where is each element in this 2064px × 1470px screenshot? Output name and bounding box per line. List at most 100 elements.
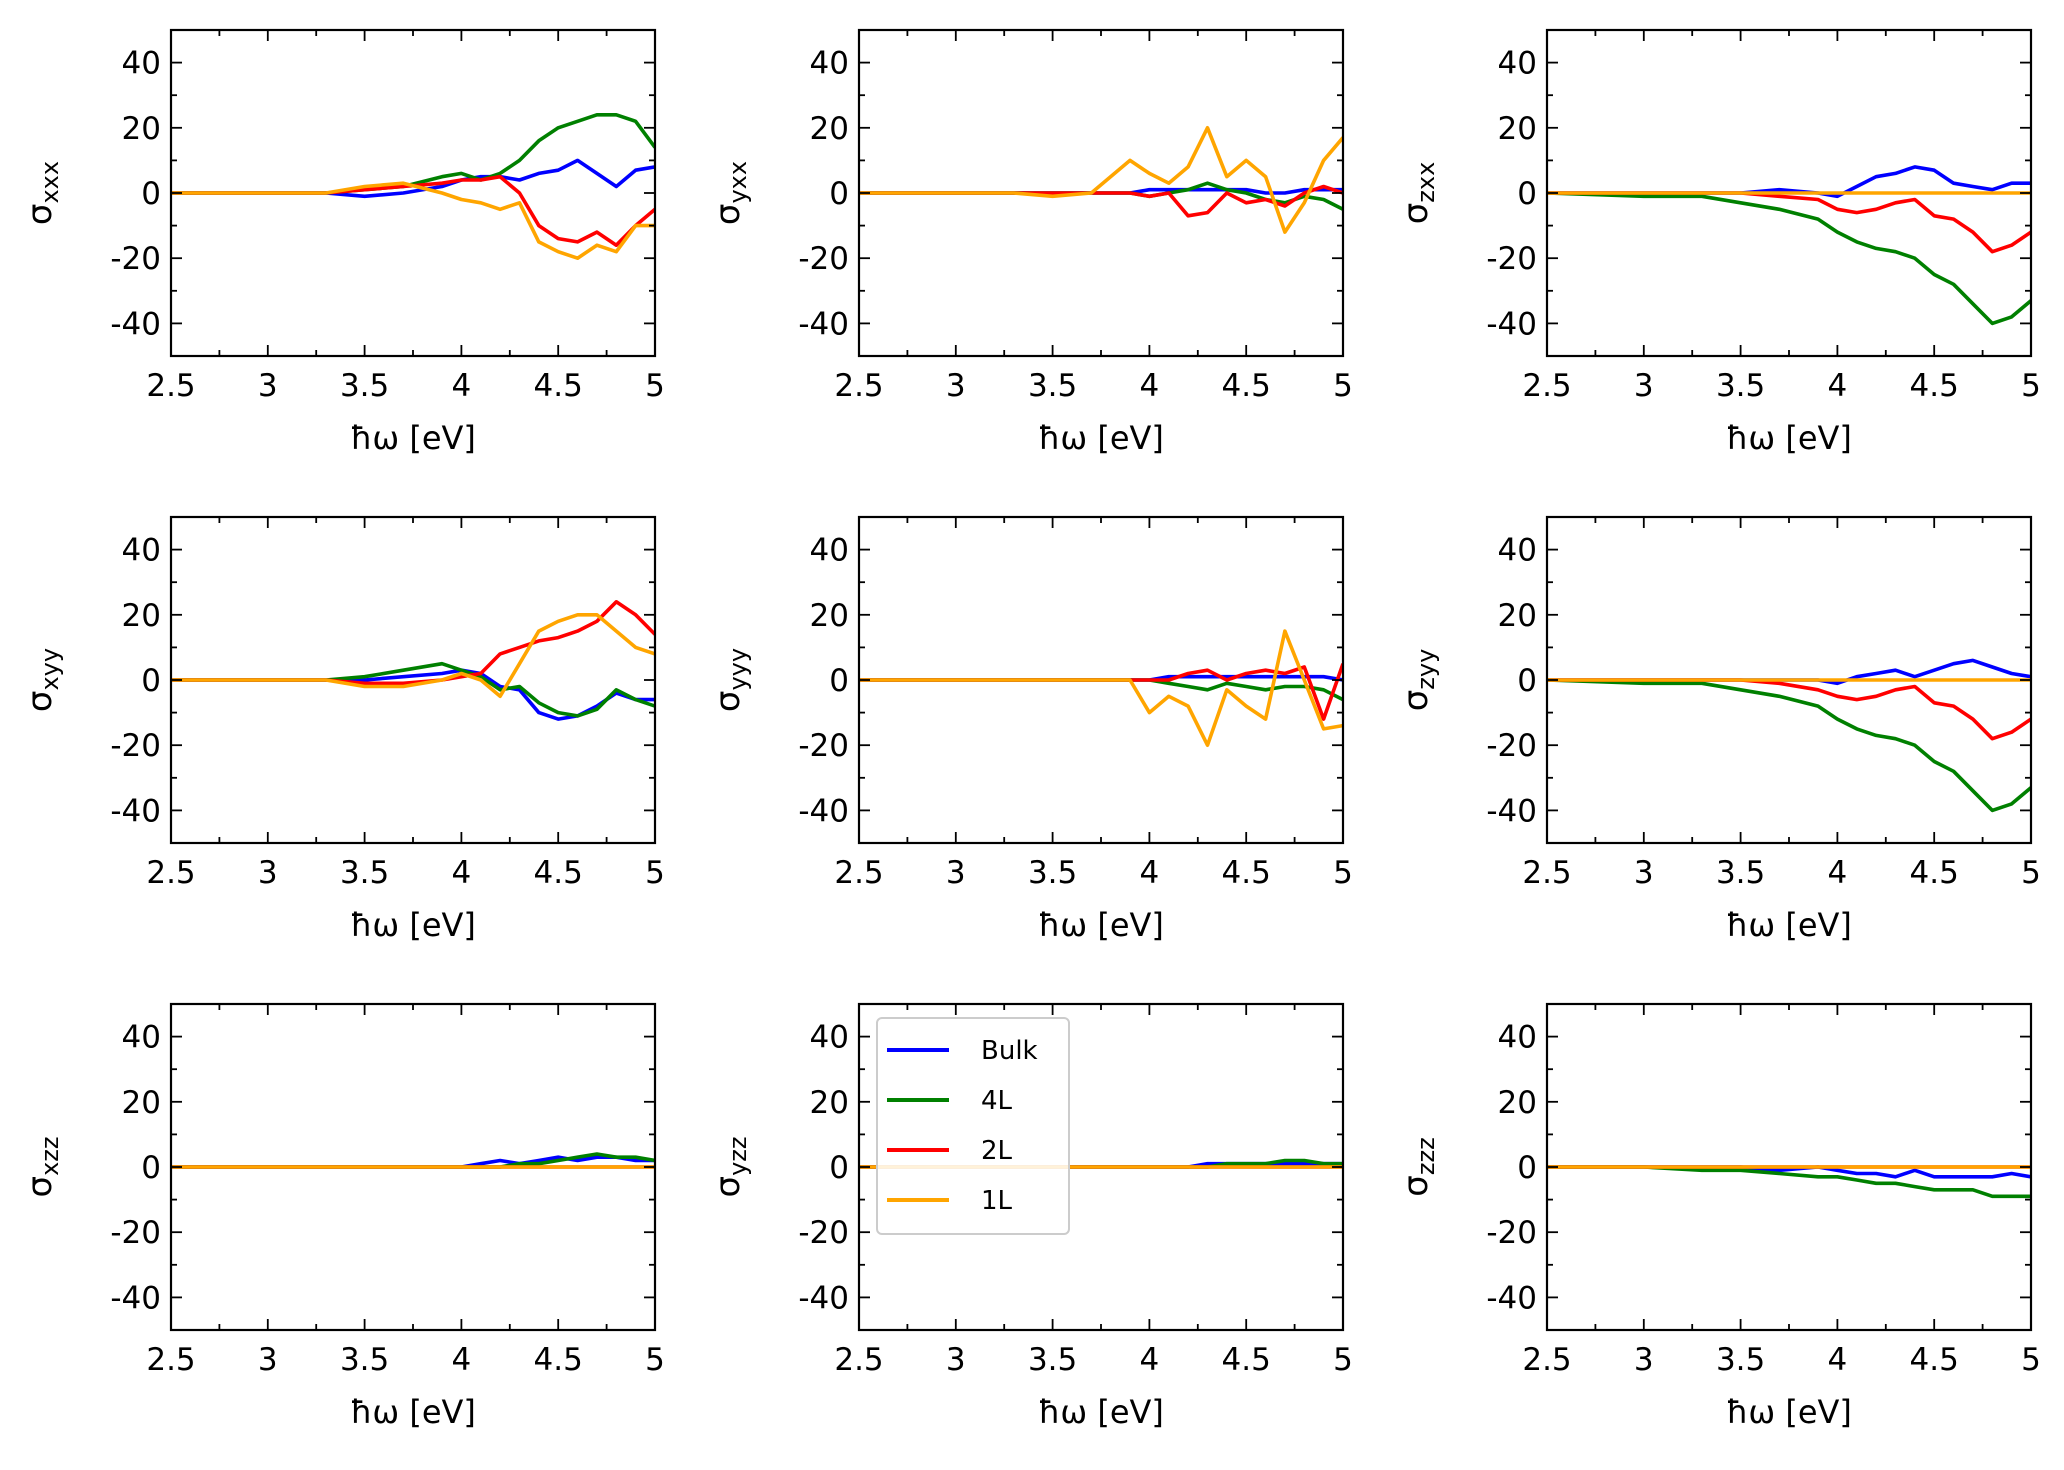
x-axis-label: ħω [eV] (350, 906, 476, 944)
x-tick-label: 3.5 (340, 368, 389, 404)
x-axis-label: ħω [eV] (350, 1393, 476, 1431)
y-tick-label: 20 (122, 1085, 161, 1121)
y-tick-label: -20 (798, 728, 849, 764)
y-axis-label: σzxx (1396, 162, 1440, 225)
legend-label-bulk: Bulk (981, 1036, 1038, 1066)
x-tick-label: 5 (2021, 368, 2041, 404)
x-tick-label: 3 (946, 368, 966, 404)
y-tick-label: 0 (1517, 1150, 1537, 1186)
y-tick-label: -40 (110, 793, 161, 829)
y-tick-label: 20 (810, 598, 849, 634)
y-axis-label: σxxx (20, 161, 64, 225)
series-line-1l (859, 126, 1343, 234)
y-tick-label: 20 (122, 111, 161, 147)
x-tick-label: 4 (1140, 855, 1160, 891)
y-axis-label-symbol: σ (20, 204, 60, 226)
x-tick-label: 4.5 (534, 855, 583, 891)
y-axis-label-subscript: zzz (1412, 1137, 1440, 1175)
x-axis-label: ħω [eV] (1726, 906, 1852, 944)
x-tick-label: 2.5 (1522, 368, 1571, 404)
subplot-yxx: 2.5 3 3.5 4 4.5 5 -40 -20 0 20 40 ħω [eV] σyxx (708, 28, 1353, 457)
y-axis-label-subscript: zyy (1412, 649, 1440, 690)
series-line-2l (171, 600, 655, 686)
y-tick-label: 40 (810, 46, 849, 82)
y-axis-label: σzzz (1396, 1137, 1440, 1196)
y-tick-label: 0 (141, 176, 161, 212)
x-tick-label: 5 (2021, 855, 2041, 891)
series-line-1l (171, 181, 655, 260)
y-axis-label-symbol: σ (708, 691, 748, 713)
y-tick-label: 0 (829, 1150, 849, 1186)
x-tick-label: 3.5 (1028, 855, 1077, 891)
y-tick-label: 40 (122, 533, 161, 569)
series-line-4l (1547, 678, 2031, 813)
x-tick-label: 3 (258, 855, 278, 891)
x-axis-label: ħω [eV] (350, 419, 476, 457)
x-tick-label: 3.5 (1716, 368, 1765, 404)
x-tick-label: 4 (1140, 1342, 1160, 1378)
series-line-bulk (171, 668, 655, 721)
x-tick-label: 4.5 (534, 368, 583, 404)
legend-box (876, 1017, 1070, 1235)
y-tick-label: 40 (122, 1020, 161, 1056)
x-tick-label: 2.5 (1522, 855, 1571, 891)
subplot-zzz: 2.5 3 3.5 4 4.5 5 -40 -20 0 20 40 ħω [eV] σzzz (1396, 1002, 2041, 1431)
y-tick-label: -40 (110, 1280, 161, 1316)
x-tick-label: 4 (452, 855, 472, 891)
x-tick-label: 2.5 (1522, 1342, 1571, 1378)
series-line-1l (171, 613, 655, 699)
x-tick-label: 4 (452, 1342, 472, 1378)
y-tick-label: -20 (110, 1215, 161, 1251)
subplot-yzz: 2.5 3 3.5 4 4.5 5 -40 -20 0 20 40 ħω [eV] σyzz Bulk 4L… (708, 1002, 1353, 1431)
y-axis-label: σzyy (1396, 649, 1440, 712)
legend-label-1l: 1L (981, 1186, 1013, 1216)
y-axis-label: σyyy (708, 648, 752, 712)
x-tick-label: 3 (1634, 1342, 1654, 1378)
x-tick-label: 4.5 (1222, 368, 1271, 404)
x-tick-label: 3 (946, 855, 966, 891)
x-tick-label: 2.5 (146, 855, 195, 891)
x-tick-label: 3 (258, 1342, 278, 1378)
y-axis-label-symbol: σ (1396, 690, 1436, 712)
y-tick-label: 0 (829, 176, 849, 212)
y-axis-label-subscript: zxx (1412, 162, 1440, 203)
y-axis-label: σyzz (708, 1137, 752, 1198)
y-tick-label: 20 (810, 1085, 849, 1121)
x-tick-label: 3 (1634, 368, 1654, 404)
y-tick-label: -40 (110, 306, 161, 342)
x-tick-label: 4.5 (1910, 368, 1959, 404)
y-axis-label: σyxx (708, 161, 752, 225)
x-tick-label: 5 (645, 1342, 665, 1378)
y-tick-label: -20 (1486, 1215, 1537, 1251)
series-line-1l (859, 629, 1343, 747)
y-tick-label: 40 (810, 1020, 849, 1056)
x-tick-label: 4.5 (534, 1342, 583, 1378)
y-tick-label: 40 (1498, 1020, 1537, 1056)
y-axis-label-symbol: σ (708, 1176, 748, 1198)
y-tick-label: 0 (141, 663, 161, 699)
series-line-2l (859, 184, 1343, 218)
x-tick-label: 3.5 (1716, 855, 1765, 891)
y-tick-label: -20 (1486, 728, 1537, 764)
series-line-4l (1547, 191, 2031, 326)
y-tick-label: 0 (1517, 176, 1537, 212)
y-tick-label: -20 (110, 241, 161, 277)
y-axis-label-symbol: σ (708, 204, 748, 226)
y-tick-label: 0 (141, 1150, 161, 1186)
y-tick-label: 20 (1498, 1085, 1537, 1121)
y-axis-label-symbol: σ (20, 1176, 60, 1198)
y-tick-label: -40 (798, 1280, 849, 1316)
y-tick-label: -20 (1486, 241, 1537, 277)
x-axis-label: ħω [eV] (1038, 419, 1164, 457)
series-line-2l (1547, 678, 2031, 741)
subplot-xyy: 2.5 3 3.5 4 4.5 5 -40 -20 0 20 40 ħω [eV] σxyy (20, 515, 665, 944)
y-tick-label: 20 (1498, 598, 1537, 634)
x-axis-label: ħω [eV] (1726, 1393, 1852, 1431)
y-axis-label-subscript: xzz (36, 1137, 64, 1176)
x-tick-label: 4.5 (1910, 1342, 1959, 1378)
x-tick-label: 3.5 (340, 855, 389, 891)
x-tick-label: 4 (1828, 1342, 1848, 1378)
y-tick-label: 20 (122, 598, 161, 634)
x-tick-label: 4 (1828, 855, 1848, 891)
y-tick-label: -20 (798, 1215, 849, 1251)
